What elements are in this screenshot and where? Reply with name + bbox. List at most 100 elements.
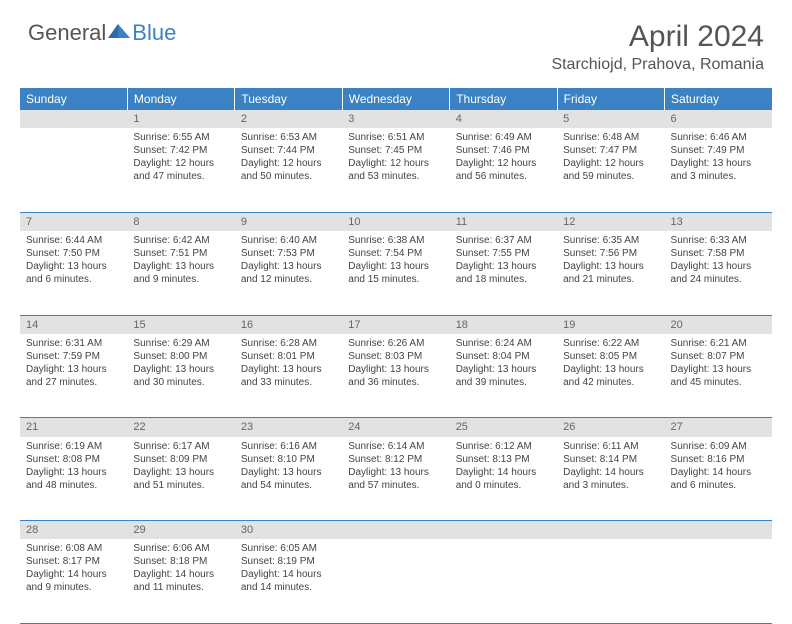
sunset-line: Sunset: 7:50 PM	[26, 247, 121, 260]
sunset-line: Sunset: 7:47 PM	[563, 144, 658, 157]
sunrise-line: Sunrise: 6:22 AM	[563, 337, 658, 350]
day-number: 4	[450, 110, 557, 128]
day-cell: Sunrise: 6:35 AMSunset: 7:56 PMDaylight:…	[557, 231, 664, 315]
day-cell: Sunrise: 6:31 AMSunset: 7:59 PMDaylight:…	[20, 334, 127, 418]
sunset-line: Sunset: 7:44 PM	[241, 144, 336, 157]
sunset-line: Sunset: 7:56 PM	[563, 247, 658, 260]
daylight-line: Daylight: 12 hours and 56 minutes.	[456, 157, 551, 183]
sunrise-line: Sunrise: 6:40 AM	[241, 234, 336, 247]
sunrise-line: Sunrise: 6:05 AM	[241, 542, 336, 555]
location-label: Starchiojd, Prahova, Romania	[551, 56, 764, 74]
day-cell: Sunrise: 6:08 AMSunset: 8:17 PMDaylight:…	[20, 539, 127, 623]
day-cell: Sunrise: 6:19 AMSunset: 8:08 PMDaylight:…	[20, 437, 127, 521]
sunset-line: Sunset: 7:42 PM	[133, 144, 228, 157]
sunrise-line: Sunrise: 6:44 AM	[26, 234, 121, 247]
sunset-line: Sunset: 8:09 PM	[133, 453, 228, 466]
sunset-line: Sunset: 8:14 PM	[563, 453, 658, 466]
day-number-row: 123456	[20, 110, 772, 128]
day-number: 7	[20, 212, 127, 231]
sunset-line: Sunset: 8:08 PM	[26, 453, 121, 466]
sunset-line: Sunset: 8:12 PM	[348, 453, 443, 466]
day-header: Thursday	[450, 88, 557, 110]
daylight-line: Daylight: 13 hours and 45 minutes.	[671, 363, 766, 389]
daylight-line: Daylight: 12 hours and 47 minutes.	[133, 157, 228, 183]
sunrise-line: Sunrise: 6:21 AM	[671, 337, 766, 350]
day-number: 30	[235, 521, 342, 540]
sunrise-line: Sunrise: 6:33 AM	[671, 234, 766, 247]
day-number: 23	[235, 418, 342, 437]
sunset-line: Sunset: 8:18 PM	[133, 555, 228, 568]
day-header: Wednesday	[342, 88, 449, 110]
sunset-line: Sunset: 8:17 PM	[26, 555, 121, 568]
day-cell: Sunrise: 6:12 AMSunset: 8:13 PMDaylight:…	[450, 437, 557, 521]
day-number-row: 78910111213	[20, 212, 772, 231]
day-number: 25	[450, 418, 557, 437]
daylight-line: Daylight: 13 hours and 21 minutes.	[563, 260, 658, 286]
sunrise-line: Sunrise: 6:49 AM	[456, 131, 551, 144]
day-number: 13	[665, 212, 772, 231]
daylight-line: Daylight: 13 hours and 54 minutes.	[241, 466, 336, 492]
title-block: April 2024 Starchiojd, Prahova, Romania	[551, 20, 764, 74]
day-number: 15	[127, 315, 234, 334]
day-cell	[557, 539, 664, 623]
day-number	[665, 521, 772, 540]
day-number	[20, 110, 127, 128]
day-content-row: Sunrise: 6:44 AMSunset: 7:50 PM Daylight:…	[20, 231, 772, 315]
sunrise-line: Sunrise: 6:35 AM	[563, 234, 658, 247]
sunrise-line: Sunrise: 6:53 AM	[241, 131, 336, 144]
day-cell: Sunrise: 6:28 AMSunset: 8:01 PMDaylight:…	[235, 334, 342, 418]
sunrise-line: Sunrise: 6:08 AM	[26, 542, 121, 555]
sunrise-line: Sunrise: 6:24 AM	[456, 337, 551, 350]
sunset-line: Sunset: 7:51 PM	[133, 247, 228, 260]
sunrise-line: Sunrise: 6:09 AM	[671, 440, 766, 453]
daylight-line: Daylight: 13 hours and 57 minutes.	[348, 466, 443, 492]
sunrise-line: Sunrise: 6:06 AM	[133, 542, 228, 555]
day-number-row: 14151617181920	[20, 315, 772, 334]
day-cell: Sunrise: 6:44 AMSunset: 7:50 PMDaylight:…	[20, 231, 127, 315]
daylight-line: Daylight: 13 hours and 42 minutes.	[563, 363, 658, 389]
daylight-line: Daylight: 13 hours and 30 minutes.	[133, 363, 228, 389]
page-header: General Blue April 2024 Starchiojd, Prah…	[0, 0, 792, 82]
day-cell: Sunrise: 6:29 AMSunset: 8:00 PMDaylight:…	[127, 334, 234, 418]
day-number: 17	[342, 315, 449, 334]
day-number	[450, 521, 557, 540]
day-number: 2	[235, 110, 342, 128]
day-header: Friday	[557, 88, 664, 110]
sunrise-line: Sunrise: 6:28 AM	[241, 337, 336, 350]
logo-text-blue: Blue	[132, 20, 176, 46]
daylight-line: Daylight: 12 hours and 59 minutes.	[563, 157, 658, 183]
day-number-row: 21222324252627	[20, 418, 772, 437]
sunrise-line: Sunrise: 6:38 AM	[348, 234, 443, 247]
daylight-line: Daylight: 13 hours and 27 minutes.	[26, 363, 121, 389]
daylight-line: Daylight: 13 hours and 33 minutes.	[241, 363, 336, 389]
day-cell	[450, 539, 557, 623]
day-number: 10	[342, 212, 449, 231]
sunrise-line: Sunrise: 6:14 AM	[348, 440, 443, 453]
daylight-line: Daylight: 14 hours and 0 minutes.	[456, 466, 551, 492]
sunset-line: Sunset: 7:45 PM	[348, 144, 443, 157]
sunset-line: Sunset: 8:00 PM	[133, 350, 228, 363]
sunset-line: Sunset: 8:19 PM	[241, 555, 336, 568]
day-cell: Sunrise: 6:11 AMSunset: 8:14 PMDaylight:…	[557, 437, 664, 521]
day-number	[342, 521, 449, 540]
day-cell: Sunrise: 6:24 AMSunset: 8:04 PMDaylight:…	[450, 334, 557, 418]
day-number: 14	[20, 315, 127, 334]
day-cell: Sunrise: 6:09 AMSunset: 8:16 PMDaylight:…	[665, 437, 772, 521]
day-cell: Sunrise: 6:53 AMSunset: 7:44 PMDaylight:…	[235, 128, 342, 212]
daylight-line: Daylight: 14 hours and 11 minutes.	[133, 568, 228, 594]
day-content-row: Sunrise: 6:19 AMSunset: 8:08 PM Daylight:…	[20, 437, 772, 521]
day-number: 8	[127, 212, 234, 231]
sunset-line: Sunset: 8:01 PM	[241, 350, 336, 363]
sunrise-line: Sunrise: 6:46 AM	[671, 131, 766, 144]
day-number: 20	[665, 315, 772, 334]
day-number: 3	[342, 110, 449, 128]
day-number: 18	[450, 315, 557, 334]
day-number: 24	[342, 418, 449, 437]
sunrise-line: Sunrise: 6:51 AM	[348, 131, 443, 144]
logo: General Blue	[28, 20, 176, 46]
day-number: 6	[665, 110, 772, 128]
sunrise-line: Sunrise: 6:19 AM	[26, 440, 121, 453]
day-number: 28	[20, 521, 127, 540]
daylight-line: Daylight: 13 hours and 15 minutes.	[348, 260, 443, 286]
calendar-table: Sunday Monday Tuesday Wednesday Thursday…	[20, 88, 772, 624]
